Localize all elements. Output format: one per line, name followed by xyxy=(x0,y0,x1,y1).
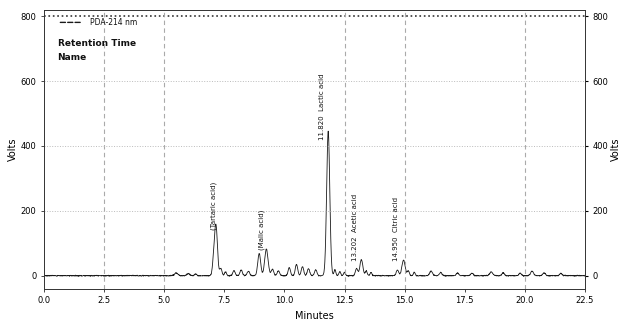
Text: Name: Name xyxy=(58,53,87,62)
Text: 14.950  Citric acid: 14.950 Citric acid xyxy=(393,197,399,261)
Text: 13.202  Acetic acid: 13.202 Acetic acid xyxy=(352,194,359,261)
Text: (Tartaric acid): (Tartaric acid) xyxy=(210,182,217,230)
Text: PDA-214 nm: PDA-214 nm xyxy=(90,18,137,27)
Text: 11.820  Lactic acid: 11.820 Lactic acid xyxy=(319,73,325,139)
Y-axis label: Volts: Volts xyxy=(611,137,621,161)
Text: (Malic acid): (Malic acid) xyxy=(259,209,265,250)
X-axis label: Minutes: Minutes xyxy=(295,311,334,321)
Text: Retention Time: Retention Time xyxy=(58,39,136,48)
Y-axis label: Volts: Volts xyxy=(8,137,18,161)
